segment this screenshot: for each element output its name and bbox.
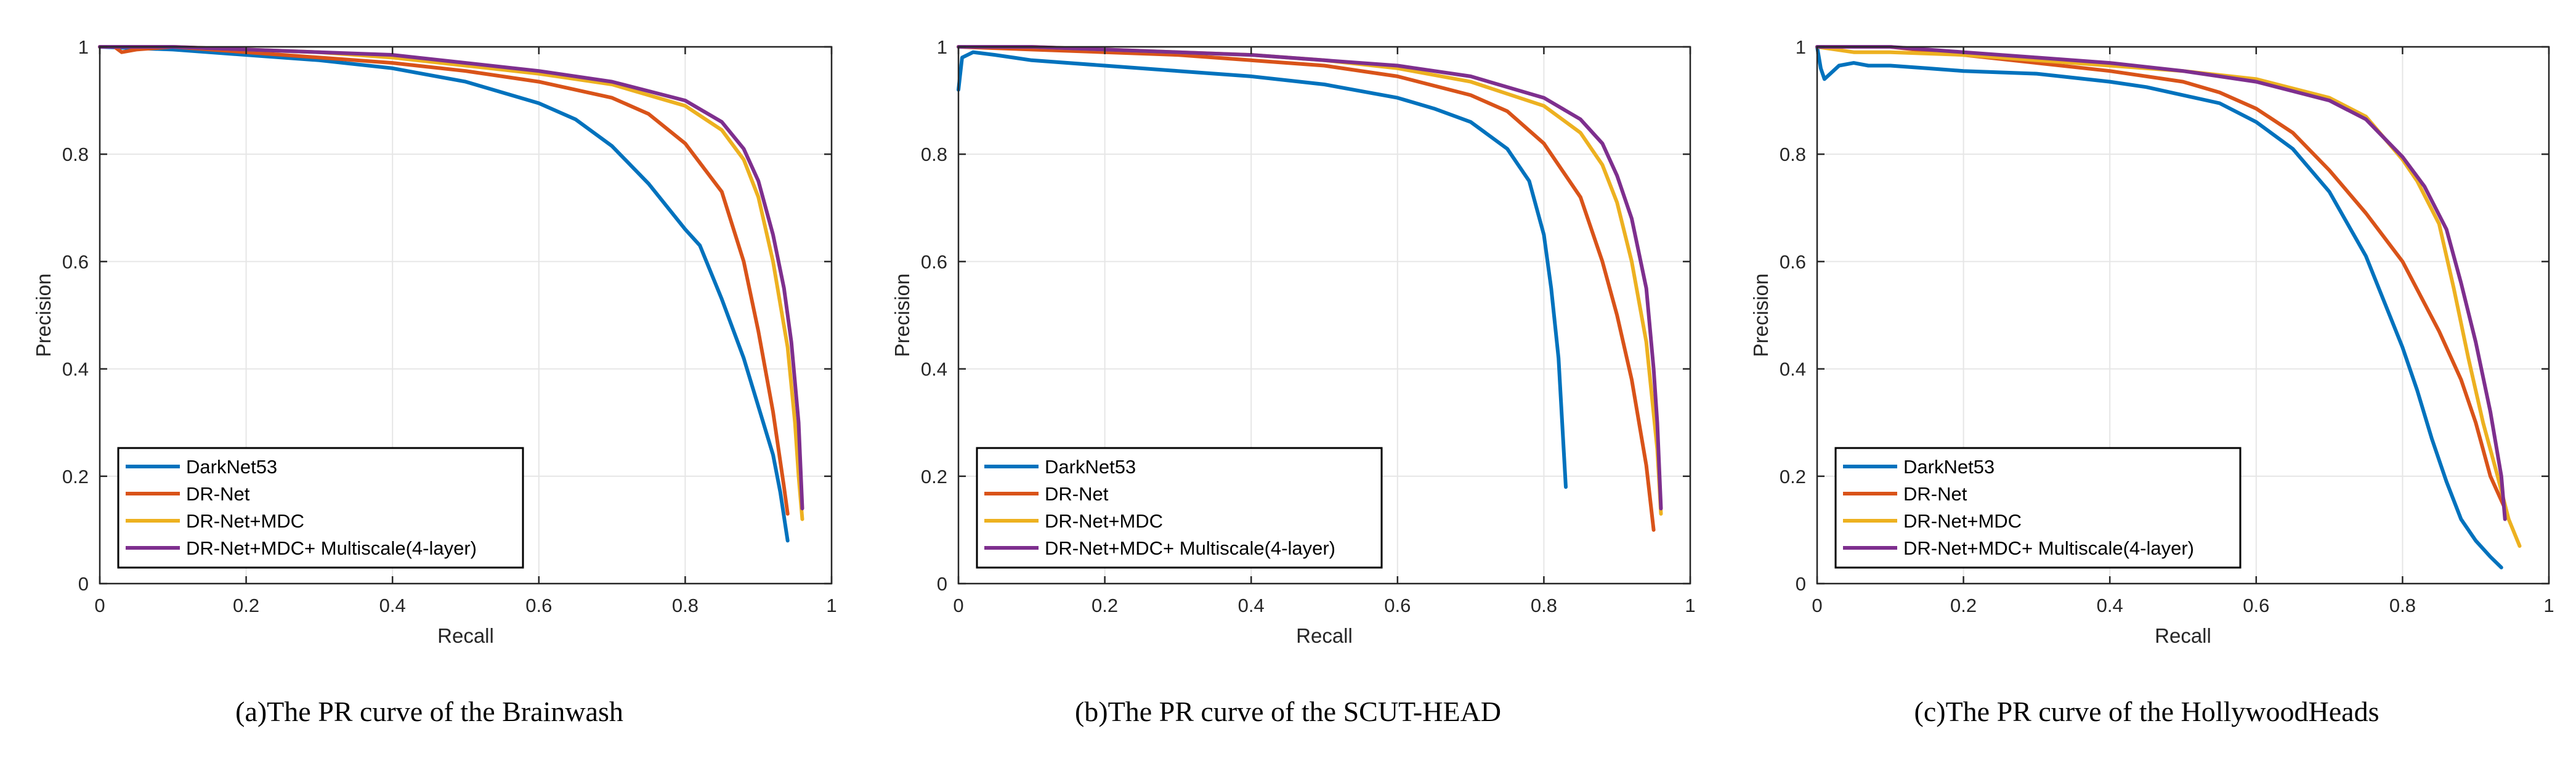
chart-caption: (b)The PR curve of the SCUT-HEAD <box>1074 696 1502 727</box>
legend-label: DarkNet53 <box>1045 456 1136 478</box>
legend: DarkNet53 DR-Net DR-Net+MDC DR-Net+MDC+ Mul… <box>976 447 1383 569</box>
series-line <box>1815 45 2507 521</box>
y-tick-label: 0 <box>1796 573 1806 595</box>
legend-label: DR-Net+MDC+ Multiscale(4-layer) <box>1903 537 2194 559</box>
legend-item: DarkNet53 <box>984 456 1136 478</box>
legend-label: DR-Net+MDC <box>186 510 304 532</box>
y-tick-label: 0.2 <box>1780 466 1806 487</box>
legend-label: DarkNet53 <box>1903 456 1995 478</box>
legend-box <box>976 447 1383 569</box>
y-tick-label: 0.2 <box>921 466 947 487</box>
legend-item: DR-Net+MDC+ Multiscale(4-layer) <box>984 537 1335 559</box>
pr-chart-svg: 0 0.2 0.4 0.6 0.8 1 0 0.2 0.4 0.6 0.8 1 Recall Precis… <box>32 36 837 647</box>
legend-item: DarkNet53 <box>1843 456 1995 478</box>
y-tick-label: 0.6 <box>62 251 89 272</box>
legend-item: DR-Net+MDC+ Multiscale(4-layer) <box>1843 537 2194 559</box>
legend-label: DR-Net+MDC+ Multiscale(4-layer) <box>1045 537 1335 559</box>
legend-label: DR-Net+MDC+ Multiscale(4-layer) <box>186 537 477 559</box>
legend-label: DarkNet53 <box>186 456 277 478</box>
y-tick-label: 0.8 <box>62 144 89 165</box>
legend: DarkNet53 DR-Net DR-Net+MDC DR-Net+MDC+ Mul… <box>117 447 524 569</box>
legend-box <box>117 447 524 569</box>
x-tick-label: 0.4 <box>379 595 406 616</box>
legend-label: DR-Net <box>1903 483 1967 505</box>
pr-chart-panel: 0 0.2 0.4 0.6 0.8 1 0 0.2 0.4 0.6 0.8 1 Recall Precis… <box>859 0 1717 758</box>
y-tick-label: 0.6 <box>1780 251 1806 272</box>
x-tick-label: 0 <box>953 595 963 616</box>
legend-item: DR-Net+MDC <box>1843 510 2022 532</box>
y-tick-label: 0 <box>78 573 89 595</box>
series-line <box>957 45 1663 511</box>
legend: DarkNet53 DR-Net DR-Net+MDC DR-Net+MDC+ Mul… <box>1834 447 2242 569</box>
x-tick-label: 1 <box>2543 595 2554 616</box>
chart-caption: (a)The PR curve of the Brainwash <box>235 696 623 727</box>
series-line <box>957 45 1656 532</box>
x-tick-label: 0 <box>1812 595 1822 616</box>
y-tick-label: 0.2 <box>62 466 89 487</box>
legend-box <box>1834 447 2242 569</box>
y-tick-label: 0.4 <box>62 359 89 380</box>
y-tick-label: 1 <box>78 36 89 58</box>
legend-item: DR-Net+MDC <box>126 510 304 532</box>
pr-chart-svg: 0 0.2 0.4 0.6 0.8 1 0 0.2 0.4 0.6 0.8 1 Recall Precis… <box>1749 36 2554 647</box>
x-axis-label: Recall <box>437 624 494 647</box>
legend-item: DR-Net+MDC <box>984 510 1163 532</box>
x-axis-label: Recall <box>2155 624 2211 647</box>
y-tick-label: 1 <box>1796 36 1806 58</box>
series-line <box>98 45 790 543</box>
series-line <box>1815 45 2522 548</box>
y-tick-label: 0.8 <box>921 144 947 165</box>
axes-box <box>1816 46 2550 585</box>
legend-label: DR-Net <box>186 483 250 505</box>
y-axis-label: Precision <box>891 274 913 357</box>
axes-box <box>99 46 833 585</box>
x-tick-label: 0.4 <box>2097 595 2123 616</box>
legend-label: DR-Net+MDC <box>1045 510 1163 532</box>
series-line <box>98 45 804 511</box>
legend-item: DarkNet53 <box>126 456 277 478</box>
legend-label: DR-Net+MDC <box>1903 510 2022 532</box>
pr-chart-panel: 0 0.2 0.4 0.6 0.8 1 0 0.2 0.4 0.6 0.8 1 Recall Precis… <box>1717 0 2576 758</box>
x-tick-label: 0 <box>94 595 105 616</box>
y-tick-label: 0 <box>937 573 947 595</box>
x-tick-label: 1 <box>1685 595 1695 616</box>
x-tick-label: 0.8 <box>2389 595 2416 616</box>
x-tick-label: 0.6 <box>525 595 552 616</box>
y-axis-label: Precision <box>1749 274 1772 357</box>
series-line <box>957 50 1568 489</box>
x-tick-label: 0.8 <box>672 595 699 616</box>
y-tick-label: 0.8 <box>1780 144 1806 165</box>
pr-chart-panel: 0 0.2 0.4 0.6 0.8 1 0 0.2 0.4 0.6 0.8 1 Recall Precis… <box>0 0 859 758</box>
legend-item: DR-Net <box>126 483 250 505</box>
x-tick-label: 0.6 <box>1384 595 1411 616</box>
y-tick-label: 0.4 <box>921 359 947 380</box>
legend-item: DR-Net+MDC+ Multiscale(4-layer) <box>126 537 477 559</box>
legend-item: DR-Net <box>1843 483 1967 505</box>
x-tick-label: 0.8 <box>1531 595 1557 616</box>
y-axis-label: Precision <box>32 274 55 357</box>
legend-item: DR-Net <box>984 483 1109 505</box>
series-line <box>98 45 790 516</box>
x-tick-label: 0.4 <box>1238 595 1265 616</box>
y-tick-label: 0.6 <box>921 251 947 272</box>
x-tick-label: 0.2 <box>233 595 259 616</box>
chart-caption: (c)The PR curve of the HollywoodHeads <box>1914 696 2380 727</box>
x-tick-label: 0.2 <box>1092 595 1118 616</box>
y-tick-label: 0.4 <box>1780 359 1806 380</box>
pr-chart-svg: 0 0.2 0.4 0.6 0.8 1 0 0.2 0.4 0.6 0.8 1 Recall Precis… <box>891 36 1696 647</box>
x-axis-label: Recall <box>1296 624 1353 647</box>
x-tick-label: 1 <box>826 595 836 616</box>
series-line <box>1815 45 2503 569</box>
x-tick-label: 0.2 <box>1950 595 1977 616</box>
x-tick-label: 0.6 <box>2243 595 2269 616</box>
axes-box <box>957 46 1691 585</box>
y-tick-label: 1 <box>937 36 947 58</box>
legend-label: DR-Net <box>1045 483 1109 505</box>
